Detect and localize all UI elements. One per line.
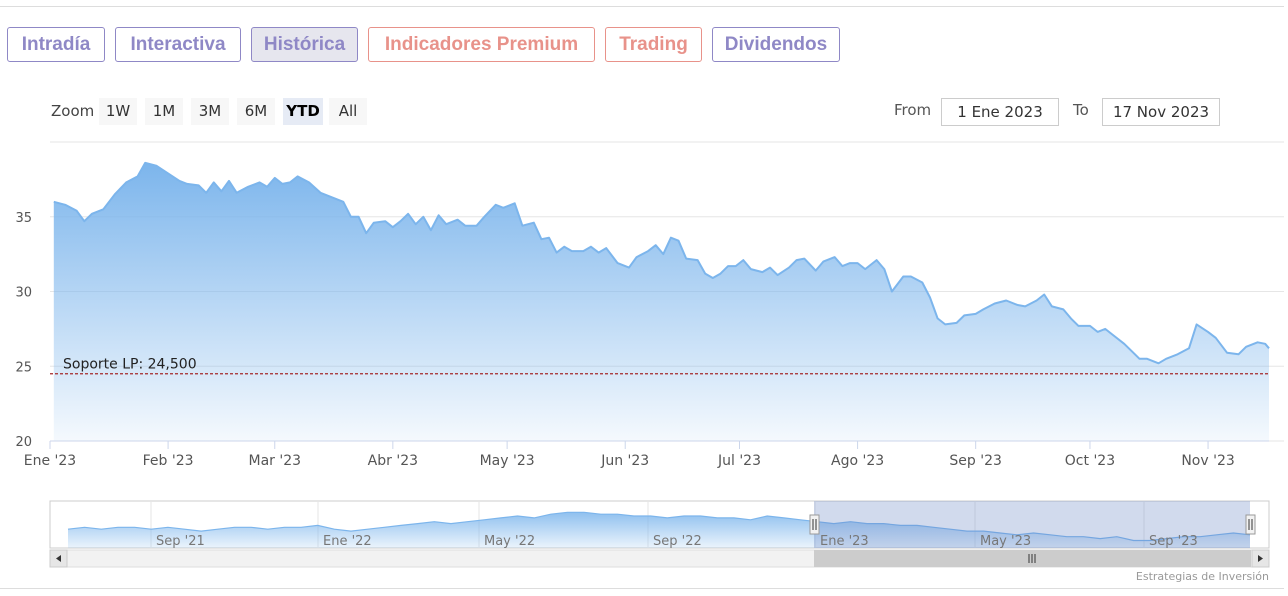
scrollbar-track[interactable] [49, 549, 1270, 568]
tab-trading[interactable]: Trading [605, 27, 702, 62]
from-label: From [894, 101, 932, 119]
x-axis: Ene '23 Feb '23 Mar '23 Abr '23 May '23 Jun '… [24, 440, 1269, 469]
top-divider [0, 6, 1284, 7]
bottom-divider [0, 588, 1284, 589]
tab-interactiva[interactable]: Interactiva [115, 27, 241, 62]
zoom-label: Zoom [51, 102, 95, 120]
x-tick-label: Nov '23 [1181, 453, 1234, 469]
x-tick-label: Sep '23 [949, 453, 1002, 469]
credits: Estrategias de Inversión [1135, 570, 1269, 583]
x-tick-label: May '23 [480, 453, 535, 469]
price-line [53, 161, 1270, 365]
tab-intradía[interactable]: Intradía [7, 27, 105, 62]
y-tick-label: 25 [15, 360, 32, 375]
support-line-label: Soporte LP: 24,500 [63, 357, 197, 373]
navigator[interactable]: Sep '21 Ene '22 May '22 Sep '22 Ene '23 May '… [49, 500, 1270, 549]
from-date-input[interactable]: 1 Ene 2023 [941, 98, 1059, 126]
to-date-input[interactable]: 17 Nov 2023 [1102, 98, 1220, 126]
zoom-button-6m[interactable]: 6M [237, 98, 275, 125]
price-area-fill [53, 162, 1269, 441]
scrollbar-thumb[interactable] [814, 550, 1251, 567]
navigator-frame [49, 500, 1270, 549]
navigator-tick-label: Ene '23 [820, 534, 869, 549]
support-line-group: Soporte LP: 24,500 [50, 357, 1269, 375]
navigator-right-handle[interactable] [1245, 514, 1256, 535]
y-tick-label: 35 [15, 211, 32, 226]
navigator-area [68, 512, 1250, 548]
navigator-tick-label: Sep '22 [653, 534, 702, 549]
price-series [53, 161, 1270, 441]
tab-dividendos[interactable]: Dividendos [712, 27, 840, 62]
tab-indicadores-premium[interactable]: Indicadores Premium [368, 27, 595, 62]
y-tick-label: 30 [15, 286, 32, 301]
x-tick-label: Oct '23 [1065, 453, 1115, 469]
navigator-left-handle[interactable] [809, 514, 820, 535]
zoom-button-3m[interactable]: 3M [191, 98, 229, 125]
navigator-tick-label: May '23 [980, 534, 1031, 549]
to-label: To [1073, 101, 1089, 119]
x-tick-label: Ene '23 [24, 453, 76, 469]
y-tick-label: 20 [15, 435, 32, 450]
x-tick-label: Ago '23 [831, 453, 884, 469]
tab-histórica[interactable]: Histórica [251, 27, 358, 62]
scrollbar[interactable] [49, 549, 1270, 568]
zoom-button-1m[interactable]: 1M [145, 98, 183, 125]
x-tick-label: Jul '23 [717, 453, 761, 469]
navigator-tick-label: May '22 [484, 534, 535, 549]
x-tick-label: Feb '23 [143, 453, 194, 469]
navigator-line [67, 511, 1251, 542]
x-tick-label: Mar '23 [248, 453, 301, 469]
zoom-button-ytd[interactable]: YTD [283, 98, 323, 125]
scroll-left-button[interactable] [49, 549, 68, 568]
navigator-selection[interactable] [814, 501, 1250, 548]
y-axis-ticks: 20 25 30 35 [15, 211, 32, 450]
gridlines [50, 141, 1284, 442]
x-tick-label: Jun '23 [600, 453, 649, 469]
zoom-button-all[interactable]: All [329, 98, 367, 125]
zoom-button-1w[interactable]: 1W [99, 98, 137, 125]
navigator-tick-label: Sep '21 [156, 534, 205, 549]
navigator-tick-label: Ene '22 [323, 534, 372, 549]
scroll-right-arrow-icon [1258, 555, 1263, 562]
x-tick-label: Abr '23 [368, 453, 418, 469]
scroll-left-arrow-icon [56, 555, 61, 562]
scroll-right-button[interactable] [1251, 549, 1270, 568]
navigator-tick-label: Sep '23 [1149, 534, 1198, 549]
